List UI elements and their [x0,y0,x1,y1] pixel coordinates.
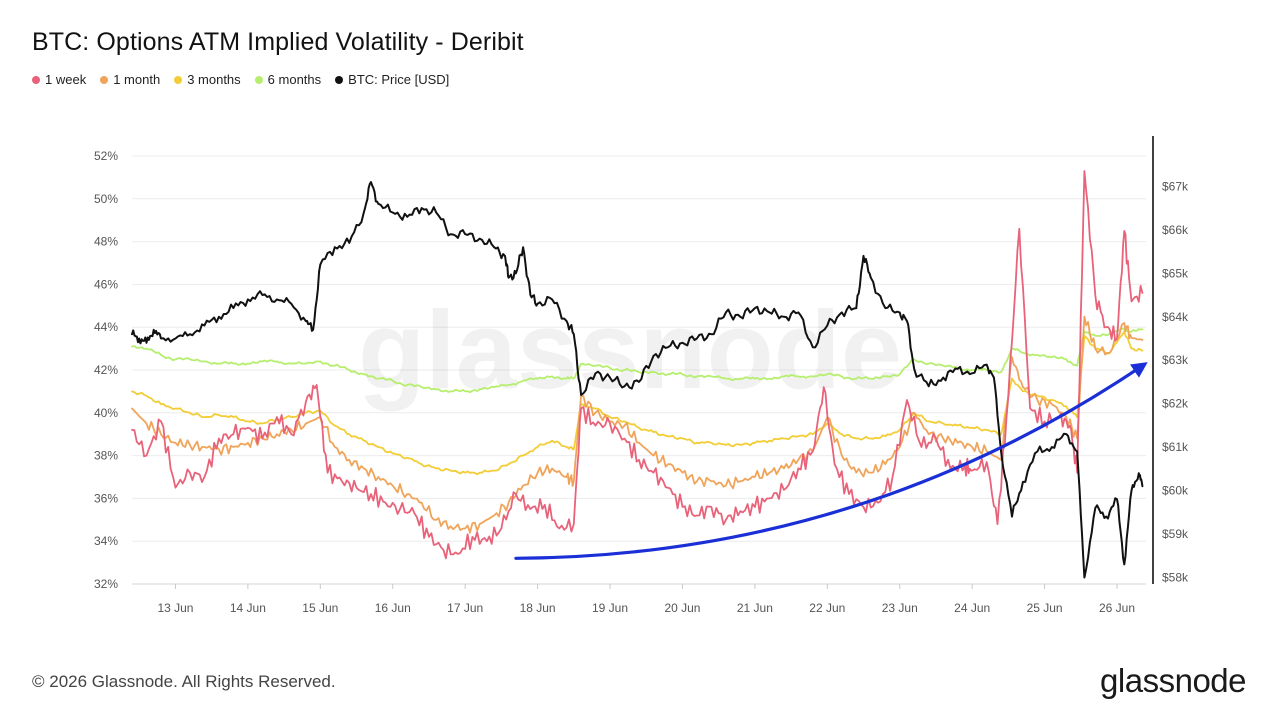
axes: 52% 50% 48% 46% 44% 42% 40% 38% 36% 34% 32% $67k $66… [94,136,1189,615]
legend-label: 1 month [113,72,161,87]
legend-dot [100,75,109,84]
y-right-tick-label: $63k [1162,353,1189,367]
trend-arrow [514,362,1148,560]
chart-legend: 1 week 1 month 3 months 6 months BTC: Pr… [32,72,449,87]
series-line-1-week [131,170,1144,560]
series-line-btc-price-usd [131,181,1144,579]
x-tick-label: 17 Jun [447,601,483,615]
y-right-tick-label: $66k [1162,223,1189,237]
x-tick-label: 16 Jun [375,601,411,615]
x-tick-label: 24 Jun [954,601,990,615]
y-left-tick-label: 34% [94,534,118,548]
y-left-tick-label: 38% [94,449,118,463]
x-tick-label: 19 Jun [592,601,628,615]
copyright-text: © 2026 Glassnode. All Rights Reserved. [32,672,336,691]
chart-plot: glassnode 52% 50% 48% 46% 44% 42% 40% 38% 36% 34%… [94,136,1189,615]
legend-label: 6 months [267,72,322,87]
y-right-tick-label: $59k [1162,527,1189,541]
x-tick-label: 14 Jun [230,601,266,615]
x-tick-label: 13 Jun [157,601,193,615]
x-tick-label: 15 Jun [302,601,338,615]
x-tick-label: 20 Jun [664,601,700,615]
legend-dot [335,75,344,84]
legend-label: 3 months [187,72,241,87]
legend-item-3-months[interactable]: 3 months [174,72,241,87]
y-left-tick-label: 44% [94,320,118,334]
x-tick-label: 21 Jun [737,601,773,615]
series-line-6-months [131,327,1144,394]
legend-dot [32,75,40,84]
y-left-tick-label: 32% [94,577,118,591]
y-right-tick-label: $60k [1162,484,1189,498]
y-left-tick-label: 52% [94,149,118,163]
legend-item-1-month[interactable]: 1 month [100,72,160,87]
brand-logo: glassnode [1100,662,1246,699]
x-tick-label: 26 Jun [1099,601,1135,615]
legend-item-6-months[interactable]: 6 months [254,72,322,87]
series-line-1-month [131,315,1144,534]
x-tick-label: 23 Jun [882,601,918,615]
y-left-tick-label: 40% [94,406,118,420]
legend-item-btc-price[interactable]: BTC: Price [USD] [335,72,449,87]
x-tick-label: 18 Jun [520,601,556,615]
chart-title: BTC: Options ATM Implied Volatility - De… [32,28,524,56]
y-left-tick-label: 42% [94,363,118,377]
legend-label: 1 week [45,72,87,87]
y-right-tick-label: $58k [1162,570,1189,584]
watermark: glassnode [358,289,902,412]
x-tick-label: 22 Jun [809,601,845,615]
x-tick-label: 25 Jun [1027,601,1063,615]
y-right-tick-label: $67k [1162,179,1189,193]
legend-label: BTC: Price [USD] [348,72,450,87]
y-left-tick-label: 36% [94,491,118,505]
legend-item-1-week[interactable]: 1 week [32,72,86,87]
y-left-tick-label: 46% [94,277,118,291]
y-right-tick-label: $64k [1162,310,1189,324]
y-right-tick-label: $61k [1162,440,1189,454]
y-right-tick-label: $65k [1162,266,1189,280]
legend-dot [254,75,263,84]
y-right-tick-label: $62k [1162,397,1189,411]
y-left-tick-label: 50% [94,192,118,206]
legend-dot [174,75,183,84]
annotation [514,362,1148,560]
y-left-tick-label: 48% [94,235,118,249]
series-lines [131,170,1144,579]
